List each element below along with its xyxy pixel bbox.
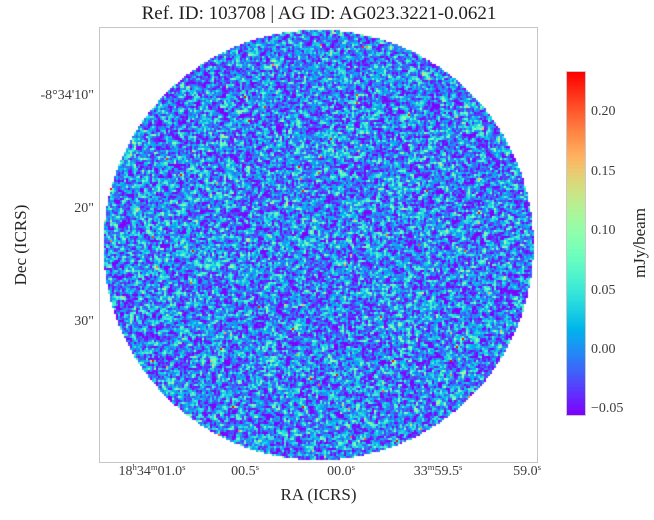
sky-image-canvas — [100, 28, 537, 462]
y-tick-label: 30" — [74, 314, 94, 329]
colorbar-label: mJy/beam — [630, 208, 649, 278]
x-tick-label: 33m59.5s — [413, 462, 463, 479]
colorbar-tick-label: 0.20 — [591, 104, 616, 120]
x-tick-label: 18h34m01.0s — [118, 462, 186, 479]
x-axis-label: RA (ICRS) — [280, 485, 357, 504]
y-axis-label: Dec (ICRS) — [11, 204, 30, 286]
x-tick-label: 00.0s — [327, 462, 355, 479]
x-tick-labels: 18h34m01.0s 00.5s 00.0s 33m59.5s 59.0s — [0, 462, 654, 486]
colorbar-gradient — [566, 71, 586, 416]
colorbar-tick-label: 0.05 — [591, 282, 616, 298]
plot-title: Ref. ID: 103708 | AG ID: AG023.3221-0.06… — [141, 3, 497, 24]
colorbar-tick-label: 0.15 — [591, 163, 616, 179]
y-tick-labels: -8°34'10" 20" 30" — [0, 0, 100, 520]
x-tick-label: 00.5s — [231, 462, 259, 479]
plot-area — [99, 27, 538, 463]
colorbar-tick-label: −0.05 — [591, 401, 624, 417]
y-tick-label: -8°34'10" — [40, 88, 95, 103]
y-tick-label: 20" — [74, 201, 94, 216]
colorbar-tick-label: 0.10 — [591, 223, 616, 239]
colorbar-tick-label: 0.00 — [591, 341, 616, 357]
x-tick-label: 59.0s — [513, 462, 541, 479]
